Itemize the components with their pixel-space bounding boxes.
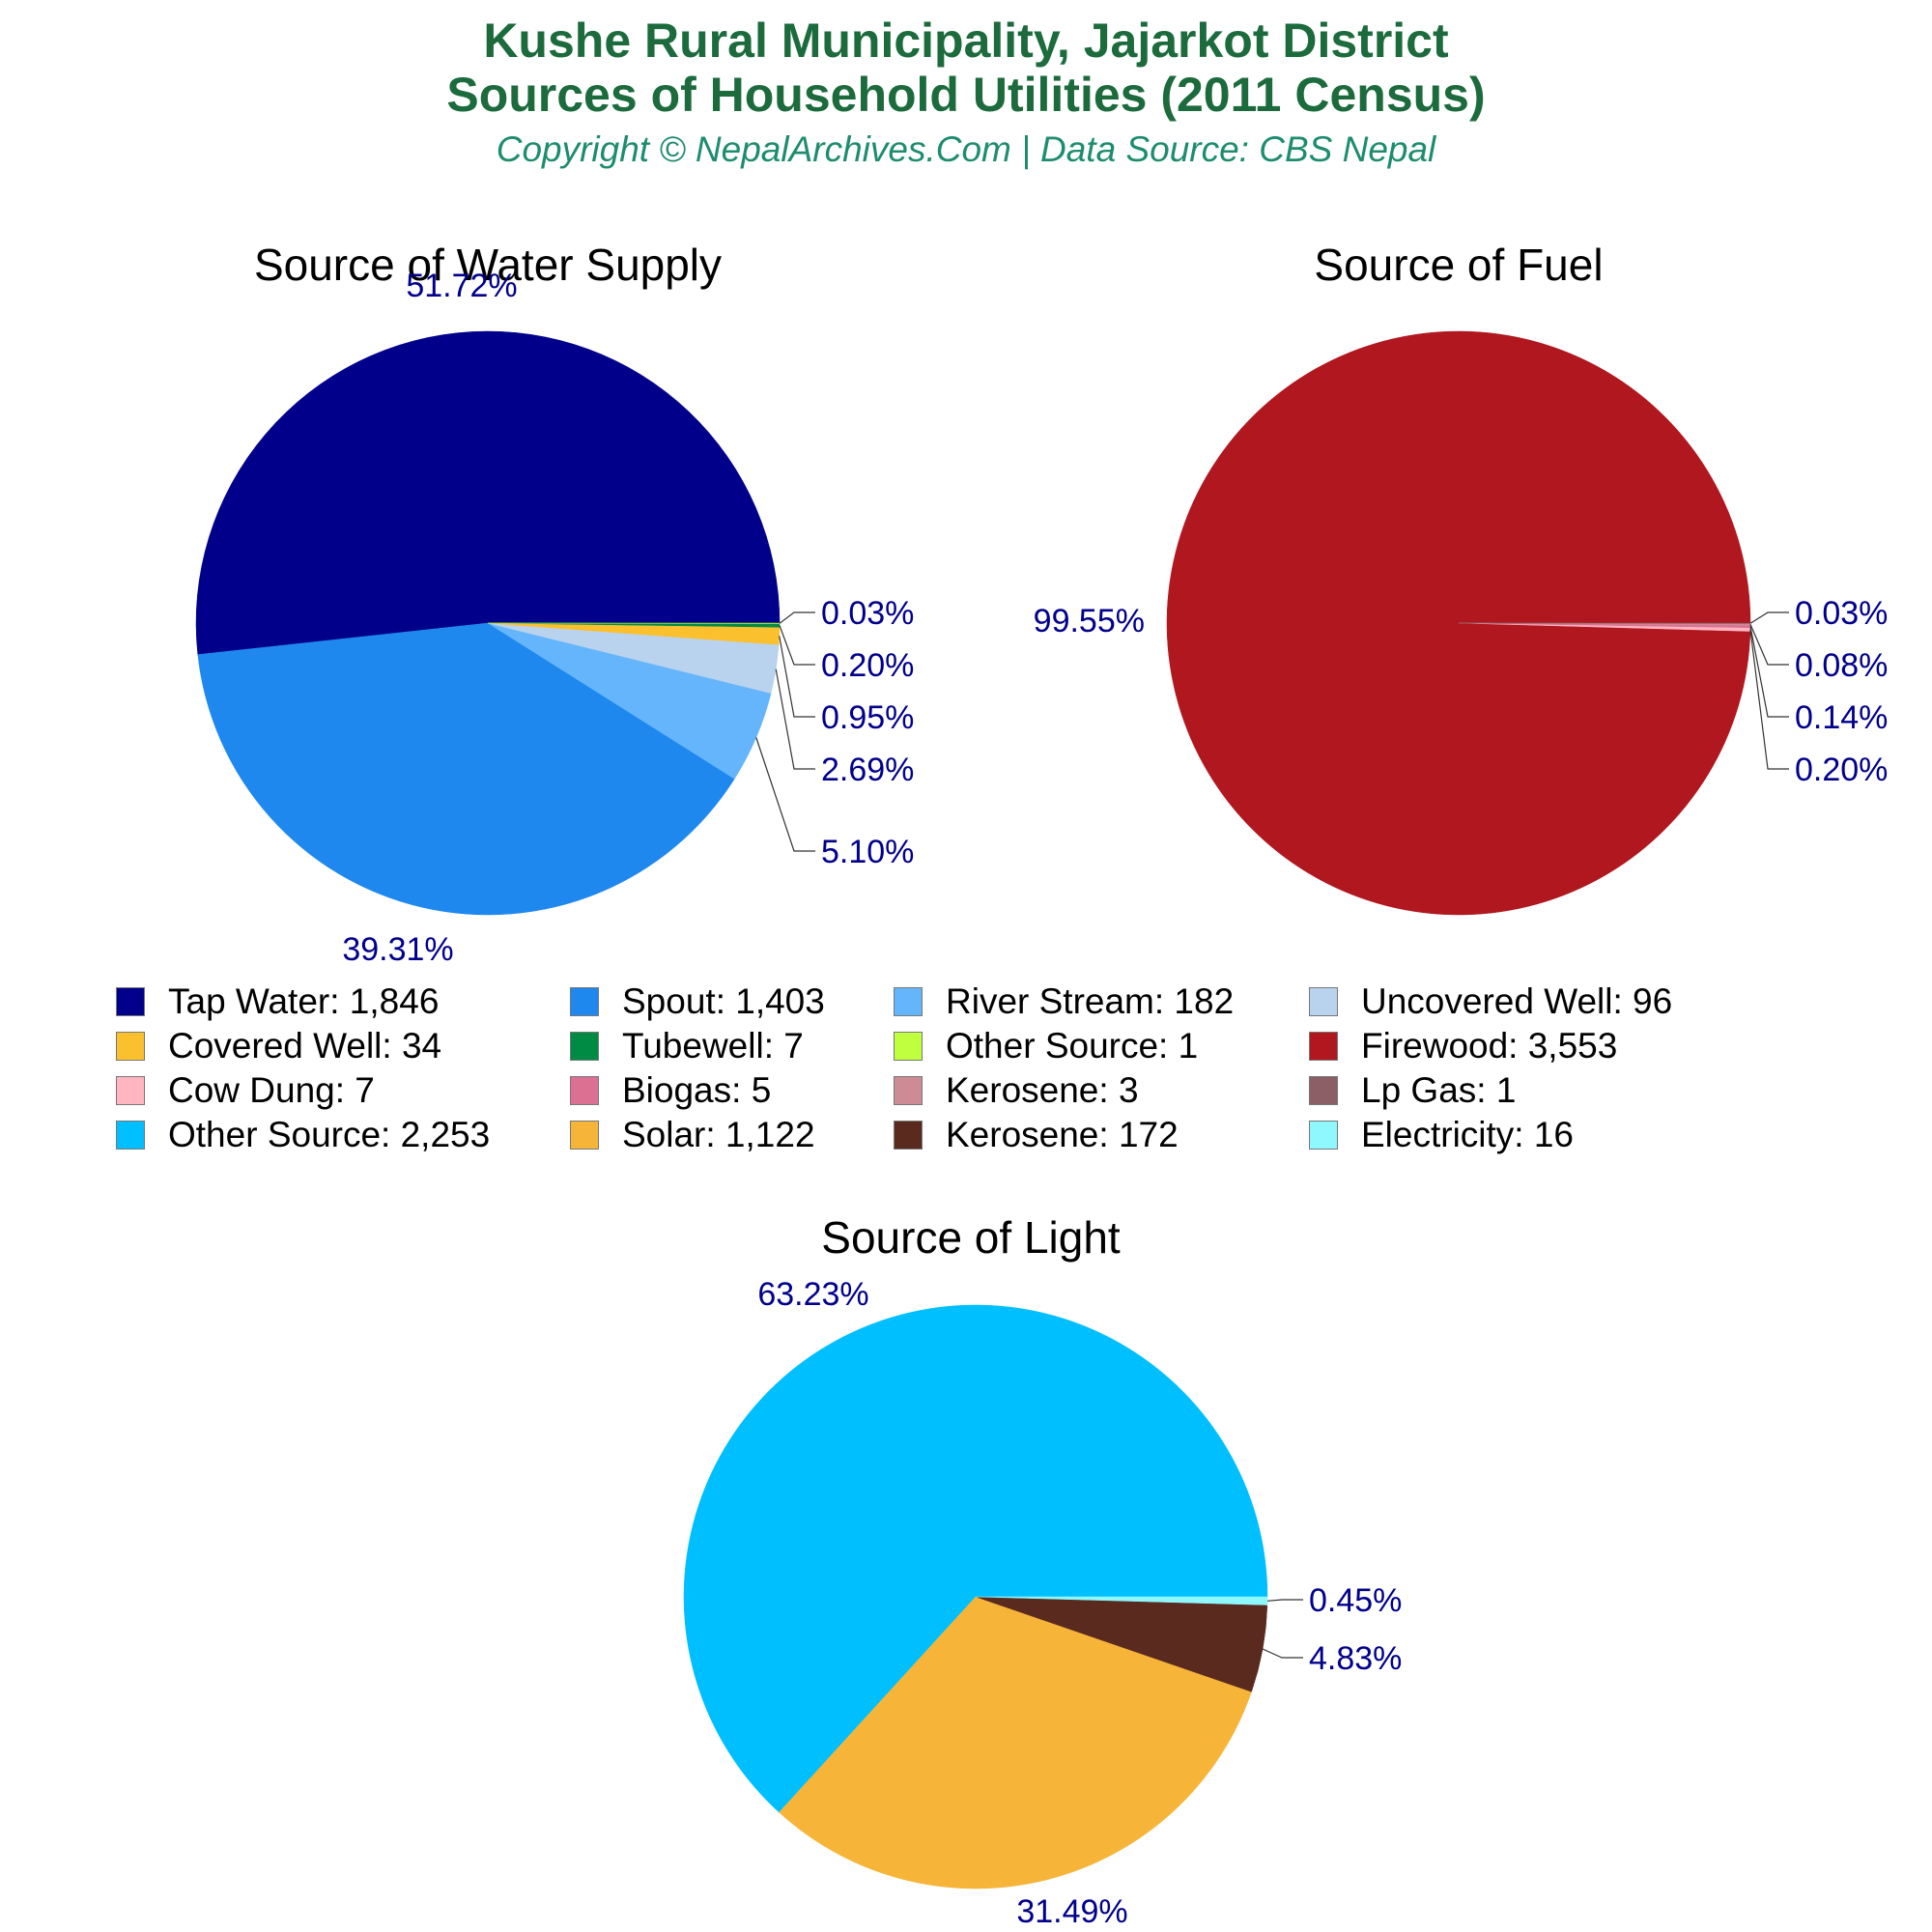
- percent-label-kerosene: 4.83%: [1309, 1640, 1402, 1677]
- legend-swatch: [570, 1076, 599, 1105]
- pie-slice-solar: [779, 1596, 1252, 1889]
- percent-label-biogas: 0.14%: [1795, 699, 1888, 736]
- legend-swatch: [1309, 987, 1338, 1016]
- legend-label: Biogas: 5: [622, 1070, 772, 1110]
- main-title-line1: Kushe Rural Municipality, Jajarkot Distr…: [483, 14, 1449, 68]
- pie-chart-source-of-light: Source of Light 63.23% 31.49% 4.83% 0.45%: [683, 1212, 1402, 1930]
- legend-swatch: [1309, 1032, 1338, 1061]
- percent-label-kerosene: 0.08%: [1795, 647, 1888, 684]
- legend-item: Tap Water: 1,846: [116, 981, 440, 1021]
- percent-label-covered-well: 0.95%: [821, 699, 914, 736]
- legend-swatch: [570, 1121, 599, 1150]
- legend-item: Electricity: 16: [1309, 1115, 1575, 1154]
- legend-swatch: [116, 987, 145, 1016]
- pie-slice-spout: [197, 622, 735, 916]
- legend-item: Spout: 1,403: [570, 981, 825, 1021]
- leader-line: [755, 737, 815, 852]
- legend-item: Kerosene: 3: [894, 1070, 1139, 1110]
- legend-item: Firewood: 3,553: [1309, 1026, 1618, 1065]
- leader-line: [1749, 624, 1789, 666]
- pie-title: Source of Water Supply: [254, 240, 722, 290]
- legend-item: Other Source: 2,253: [116, 1115, 491, 1154]
- percent-label-firewood: 99.55%: [1034, 603, 1145, 639]
- legend-label: Cow Dung: 7: [168, 1070, 375, 1110]
- legend-swatch: [1309, 1121, 1338, 1150]
- legend-swatch: [116, 1032, 145, 1061]
- legend-swatch: [894, 1076, 923, 1105]
- legend-label: Kerosene: 3: [946, 1070, 1139, 1110]
- leader-line: [779, 625, 815, 666]
- pie-slice-electricity: [975, 1596, 1268, 1605]
- legend-label: Tubewell: 7: [622, 1026, 804, 1065]
- legend-swatch: [116, 1121, 145, 1150]
- legend-swatch: [1309, 1076, 1338, 1105]
- legend-swatch: [570, 987, 599, 1016]
- legend-label: Electricity: 16: [1361, 1115, 1575, 1154]
- legend-item: Covered Well: 34: [116, 1026, 442, 1065]
- legend-item: Kerosene: 172: [894, 1115, 1179, 1154]
- main-title-line2: Sources of Household Utilities (2011 Cen…: [446, 68, 1486, 122]
- legend-label: Uncovered Well: 96: [1361, 981, 1673, 1021]
- leader-line: [1266, 1599, 1303, 1602]
- legend-label: Other Source: 2,253: [168, 1115, 491, 1154]
- pie-slice-other-source: [683, 1304, 1268, 1813]
- leader-line: [1749, 629, 1789, 770]
- percent-label-uncovered-well: 2.69%: [821, 752, 914, 788]
- leader-line: [775, 668, 815, 770]
- legend-item: River Stream: 182: [894, 981, 1235, 1021]
- percent-label-other-source: 0.03%: [821, 595, 914, 632]
- percent-label-other-source: 63.23%: [757, 1276, 868, 1313]
- legend-label: Tap Water: 1,846: [168, 981, 440, 1021]
- copyright-subtitle: Copyright © NepalArchives.Com | Data Sou…: [496, 129, 1436, 169]
- percent-label-cow-dung: 0.20%: [1795, 752, 1888, 788]
- pie-chart-source-of-fuel: Source of Fuel 99.55% 0.20% 0.14% 0.08% 0.03%: [1034, 240, 1888, 916]
- percent-label-lp-gas: 0.03%: [1795, 595, 1888, 632]
- leader-line: [1262, 1648, 1303, 1659]
- legend-swatch: [894, 1121, 923, 1150]
- percent-label-tap-water: 51.72%: [406, 268, 517, 304]
- percent-label-tubewell: 0.20%: [821, 647, 914, 684]
- legend-label: Firewood: 3,553: [1361, 1026, 1618, 1065]
- legend-item: Cow Dung: 7: [116, 1070, 375, 1110]
- legend-label: Spout: 1,403: [622, 981, 825, 1021]
- percent-label-electricity: 0.45%: [1309, 1582, 1402, 1619]
- legend-swatch: [894, 1032, 923, 1061]
- pie-title: Source of Light: [821, 1212, 1121, 1263]
- leader-line: [779, 611, 815, 624]
- legend-item: Other Source: 1: [894, 1026, 1199, 1065]
- legend-swatch: [570, 1032, 599, 1061]
- legend-item: Biogas: 5: [570, 1070, 772, 1110]
- legend-item: Solar: 1,122: [570, 1115, 815, 1154]
- legend-label: River Stream: 182: [946, 981, 1235, 1021]
- leader-line: [779, 636, 815, 718]
- legend-item: Lp Gas: 1: [1309, 1070, 1517, 1110]
- legend-label: Other Source: 1: [946, 1026, 1199, 1065]
- pie-slice-tap-water: [195, 330, 781, 655]
- legend-label: Lp Gas: 1: [1361, 1070, 1517, 1110]
- pie-title: Source of Fuel: [1314, 240, 1603, 290]
- percent-label-river-stream: 5.10%: [821, 834, 914, 870]
- legend-swatch: [116, 1076, 145, 1105]
- legend-item: Tubewell: 7: [570, 1026, 804, 1065]
- chart-header: Kushe Rural Municipality, Jajarkot Distr…: [0, 0, 1932, 172]
- legend-item: Uncovered Well: 96: [1309, 981, 1673, 1021]
- percent-label-spout: 39.31%: [342, 931, 453, 968]
- percent-label-solar: 31.49%: [1016, 1893, 1127, 1930]
- leader-line: [1749, 626, 1789, 718]
- legend-swatch: [894, 987, 923, 1016]
- legend-label: Solar: 1,122: [622, 1115, 815, 1154]
- leader-line: [1749, 611, 1789, 624]
- legend-label: Covered Well: 34: [168, 1026, 442, 1065]
- legend-label: Kerosene: 172: [946, 1115, 1179, 1154]
